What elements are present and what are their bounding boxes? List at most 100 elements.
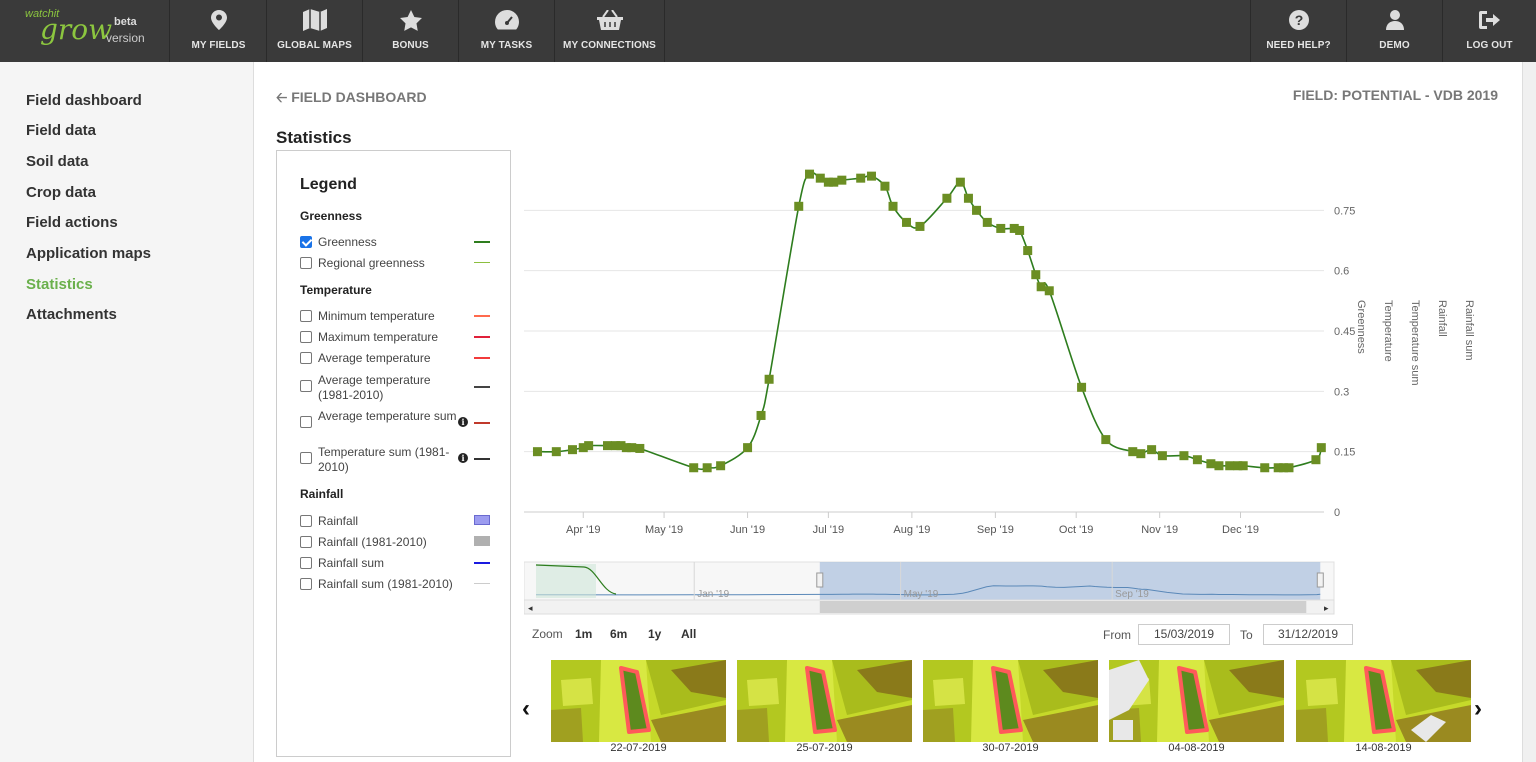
top-navigation: watchit grow beta version MY FIELDS GLOB… (0, 0, 1536, 62)
checkbox[interactable] (300, 452, 312, 464)
nav-need-help[interactable]: ? NEED HELP? (1250, 0, 1346, 62)
beta-label: beta (114, 16, 137, 28)
y-axis-title: Greenness (1355, 300, 1367, 354)
range-navigator[interactable]: Jan '19 May '19 Sep '19 ◂ ▸ (524, 561, 1335, 615)
zoom-6m-button[interactable]: 6m (610, 627, 628, 641)
satellite-thumbnail[interactable] (923, 660, 1098, 742)
data-point (837, 175, 847, 185)
nav-global-maps[interactable]: GLOBAL MAPS (267, 0, 363, 62)
thumbnails-next-button[interactable]: › (1474, 695, 1482, 722)
checkbox[interactable] (300, 352, 312, 364)
data-point (963, 193, 973, 203)
sidebar-item-soil-data[interactable]: Soil data (26, 153, 89, 170)
zoom-1m-button[interactable]: 1m (575, 627, 593, 641)
sidebar-item-attachments[interactable]: Attachments (26, 306, 117, 323)
arrow-left-icon: 🡠 (276, 89, 288, 105)
legend-swatch (474, 583, 490, 584)
map-icon (267, 9, 362, 31)
x-axis-ticks: Apr '19 May '19 Jun '19 Jul '19 Aug '19 Sep '… (566, 512, 1259, 536)
sidebar-item-field-data[interactable]: Field data (26, 122, 97, 139)
scroll-left-icon[interactable]: ◂ (528, 603, 533, 613)
nav-log-out[interactable]: LOG OUT (1442, 0, 1536, 62)
zoom-label: Zoom (532, 627, 563, 641)
legend-swatch (474, 357, 490, 359)
legend-swatch (474, 536, 490, 546)
y-tick-label: 0.3 (1334, 386, 1349, 398)
x-tick-label: May '19 (645, 524, 683, 536)
data-point (584, 441, 594, 451)
page-scrollbar[interactable] (1522, 62, 1536, 762)
checkbox[interactable] (300, 515, 312, 527)
data-point (901, 217, 911, 227)
data-point (702, 463, 712, 473)
satellite-thumbnail[interactable] (1109, 660, 1284, 742)
data-point (1077, 382, 1087, 392)
y-axis-title: Rainfall sum (1463, 300, 1475, 361)
sidebar-item-field-dashboard[interactable]: Field dashboard (26, 92, 142, 109)
sidebar-item-crop-data[interactable]: Crop data (26, 184, 97, 201)
sidebar-item-statistics[interactable]: Statistics (26, 276, 93, 293)
y-axis-ticks: 0 0.15 0.3 0.45 0.6 0.75 (1334, 205, 1355, 519)
nav-demo[interactable]: DEMO (1346, 0, 1442, 62)
data-point (1136, 449, 1146, 459)
y-axis-title: Rainfall (1436, 300, 1448, 337)
checkbox[interactable] (300, 416, 312, 428)
sidebar-item-field-actions[interactable]: Field actions (26, 214, 118, 231)
legend-swatch (474, 562, 490, 564)
navigator-handle[interactable] (1316, 572, 1324, 588)
nav-my-connections[interactable]: MY CONNECTIONS (555, 0, 665, 62)
legend-item-label: Regional greenness (318, 256, 425, 270)
legend-panel: Legend Greenness Greenness Regional gree… (276, 150, 511, 757)
info-icon[interactable]: i (458, 417, 468, 427)
scroll-right-icon[interactable]: ▸ (1324, 603, 1329, 613)
legend-swatch (474, 386, 490, 388)
nav-label: BONUS (392, 40, 429, 51)
checkbox[interactable] (300, 331, 312, 343)
checkbox[interactable] (300, 310, 312, 322)
data-point (823, 177, 833, 187)
nav-label: MY TASKS (480, 40, 533, 51)
thumbnails-prev-button[interactable]: ‹ (522, 695, 530, 722)
from-date-input[interactable]: 15/03/2019 (1138, 624, 1230, 645)
thumbnail-date: 04-08-2019 (1168, 742, 1225, 754)
app-logo[interactable]: watchit grow beta version (0, 0, 170, 62)
checkbox[interactable] (300, 257, 312, 269)
satellite-thumbnail[interactable] (1296, 660, 1471, 742)
checkbox[interactable] (300, 578, 312, 590)
data-point (551, 447, 561, 457)
nav-my-tasks[interactable]: MY TASKS (459, 0, 555, 62)
satellite-thumbnail[interactable] (551, 660, 726, 742)
greenness-chart[interactable]: 0 0.15 0.3 0.45 0.6 0.75 Greenness Temperature… (524, 150, 1504, 630)
checkbox[interactable] (300, 236, 312, 248)
zoom-1y-button[interactable]: 1y (648, 627, 662, 641)
nav-bonus[interactable]: BONUS (363, 0, 459, 62)
basket-icon (555, 9, 664, 31)
checkbox[interactable] (300, 536, 312, 548)
y-tick-label: 0 (1334, 507, 1340, 519)
to-label: To (1240, 628, 1253, 642)
checkbox[interactable] (300, 380, 312, 392)
nav-label: GLOBAL MAPS (277, 40, 352, 51)
x-tick-label: Aug '19 (893, 524, 930, 536)
back-to-field-dashboard-link[interactable]: 🡠 FIELD DASHBOARD (276, 87, 427, 111)
nav-label: NEED HELP? (1266, 40, 1331, 51)
nav-my-fields[interactable]: MY FIELDS (171, 0, 267, 62)
checkbox[interactable] (300, 557, 312, 569)
legend-item-label: Temperature sum (1981-2010) (318, 445, 450, 474)
data-point (1311, 455, 1321, 465)
sidebar-item-application-maps[interactable]: Application maps (26, 245, 152, 262)
logo-small-text: watchit (25, 8, 60, 20)
navigator-handle[interactable] (816, 572, 824, 588)
to-date-input[interactable]: 31/12/2019 (1263, 624, 1353, 645)
thumbnail-date: 25-07-2019 (796, 742, 853, 754)
data-point (1044, 286, 1054, 296)
navigator-scrollbar-thumb[interactable] (819, 601, 1307, 613)
info-icon[interactable]: i (458, 453, 468, 463)
legend-group-title: Greenness (300, 209, 363, 223)
zoom-all-button[interactable]: All (681, 627, 697, 641)
data-point (1101, 435, 1111, 445)
satellite-thumbnail[interactable] (737, 660, 912, 742)
x-tick-label: Jun '19 (730, 524, 765, 536)
navigator-regional-line (535, 564, 617, 595)
data-point (1260, 463, 1270, 473)
